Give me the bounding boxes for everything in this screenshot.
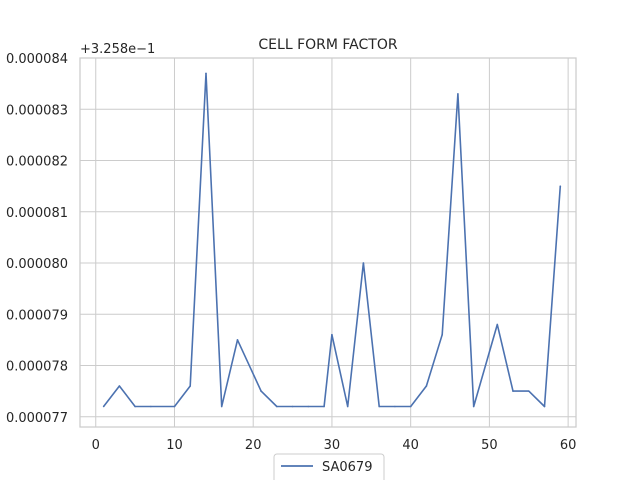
data-point xyxy=(394,405,396,408)
y-tick-label: 0.000082 xyxy=(6,155,68,170)
data-point xyxy=(346,405,349,408)
y-tick-label: 0.000080 xyxy=(6,257,68,272)
data-point xyxy=(276,405,278,408)
data-point xyxy=(150,405,152,408)
x-tick-label: 60 xyxy=(560,438,577,453)
y-tick-label: 0.000081 xyxy=(6,206,68,221)
x-tick-label: 50 xyxy=(481,438,498,453)
data-point xyxy=(362,262,365,264)
data-point xyxy=(173,405,176,408)
data-point xyxy=(307,405,310,408)
tick-labels: 0 10 20 30 40 50 60 0.000077 0.000078 0.000079 0.0… xyxy=(6,52,576,453)
data-point xyxy=(205,72,207,75)
legend-box xyxy=(273,453,385,480)
data-point xyxy=(260,390,262,392)
y-tick-label: 0.000083 xyxy=(6,103,68,118)
legend-label-sa0679: SA0679 xyxy=(322,460,372,475)
y-tick-label: 0.000077 xyxy=(6,411,68,426)
x-tick-label: 30 xyxy=(324,438,341,453)
data-point xyxy=(441,333,443,336)
x-tick-label: 20 xyxy=(245,438,262,453)
series-layer xyxy=(102,72,562,408)
y-tick-label: 0.000078 xyxy=(6,360,68,375)
data-point xyxy=(457,93,459,95)
data-point xyxy=(425,385,428,387)
data-point xyxy=(236,339,239,341)
plot-area xyxy=(79,57,577,428)
data-point xyxy=(102,405,105,408)
data-point xyxy=(559,185,562,187)
data-point xyxy=(220,405,223,408)
data-point xyxy=(134,405,136,408)
data-point xyxy=(409,405,412,408)
y-tick-label: 0.000079 xyxy=(6,308,68,323)
chart-title: CELL FORM FACTOR xyxy=(258,37,397,53)
data-point xyxy=(472,405,475,408)
data-point xyxy=(496,323,499,326)
data-point xyxy=(378,405,380,408)
x-tick-label: 10 xyxy=(166,438,183,453)
data-point xyxy=(512,390,514,392)
x-tick-label: 0 xyxy=(92,438,100,453)
data-point xyxy=(189,385,192,387)
y-tick-label: 0.000084 xyxy=(6,52,68,67)
data-point xyxy=(527,390,530,392)
x-tick-label: 40 xyxy=(402,438,419,453)
data-point xyxy=(118,385,121,387)
data-point xyxy=(291,405,294,408)
y-offset-label: +3.258e−1 xyxy=(80,42,155,57)
legend: SA0679 xyxy=(273,453,385,480)
data-point xyxy=(331,333,333,336)
data-point xyxy=(543,405,546,408)
data-point xyxy=(323,405,325,408)
